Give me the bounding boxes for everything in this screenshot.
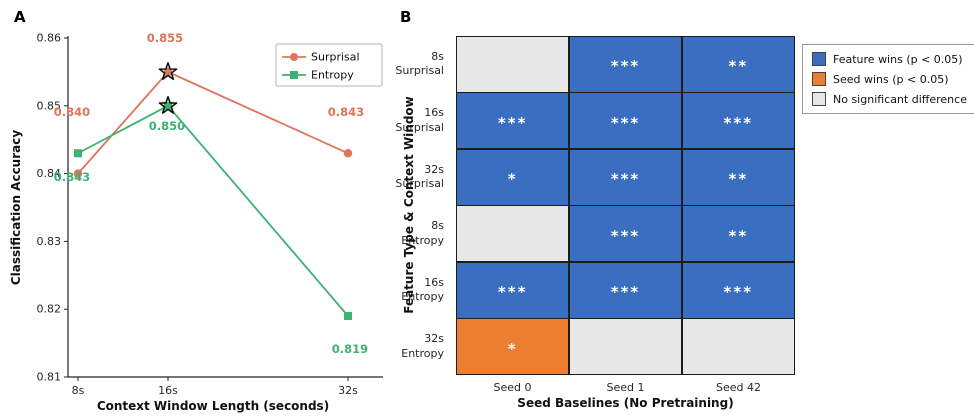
- legend-swatch-icon: [812, 92, 826, 106]
- best-star-icon: [158, 96, 178, 114]
- best-star-icon: [158, 62, 178, 80]
- legend-label: Entropy: [311, 69, 354, 82]
- heatmap-cell: ***: [569, 37, 682, 92]
- significance-stars: ***: [497, 113, 528, 132]
- heatmap-cell: [457, 37, 569, 92]
- marker-entropy: [344, 311, 352, 320]
- marker-entropy: [164, 101, 172, 110]
- legend-swatch-icon: [812, 72, 826, 86]
- heatmap-row-label: 32s Entropy: [401, 332, 444, 360]
- heatmap-row-label: 16s Entropy: [401, 275, 444, 304]
- heatmap-y-axis-title: Feature Type & Context Window: [402, 96, 416, 314]
- heatmap-cell: *: [457, 319, 569, 374]
- marker-surprisal: [343, 149, 353, 158]
- heatmap-cell: ***: [569, 262, 682, 318]
- significance-stars: *: [507, 170, 518, 189]
- y-tick-label: 0.82: [37, 303, 62, 316]
- legend-item: Feature wins (p < 0.05): [812, 52, 967, 66]
- marker-entropy: [74, 149, 82, 158]
- legend-label: Feature wins (p < 0.05): [833, 52, 963, 66]
- heatmap-cell: ***: [457, 93, 569, 149]
- heatmap-cell: ***: [569, 93, 682, 149]
- legend-label: No significant difference: [833, 92, 967, 106]
- x-tick-label: 32s: [338, 384, 358, 397]
- heatmap-col-label: Seed 42: [716, 381, 761, 394]
- legend-marker-icon: [290, 71, 298, 79]
- y-tick-label: 0.81: [37, 371, 62, 384]
- significance-stars: ***: [610, 283, 641, 302]
- heatmap-row-label: 8s Entropy: [401, 219, 444, 247]
- data-label: 0.819: [332, 342, 368, 356]
- significance-stars: **: [728, 57, 749, 76]
- heatmap-cell: ***: [457, 262, 569, 318]
- significance-stars: ***: [610, 226, 641, 245]
- heatmap-cell: *: [457, 149, 569, 205]
- y-tick-label: 0.84: [37, 167, 62, 180]
- heatmap-grid: *** ** *** *** *** * *** ** *** ** *** *** *** *: [456, 36, 795, 375]
- marker-surprisal: [73, 169, 83, 178]
- marker-surprisal: [163, 67, 173, 77]
- heatmap-col-label: Seed 0: [493, 381, 532, 394]
- legend-marker-icon: [290, 53, 298, 61]
- heatmap-row-labels: 8s Surprisal 16s Surprisal 32s Surprisal 8s Ent…: [395, 36, 453, 375]
- significance-stars: ***: [497, 283, 528, 302]
- legend-label: Surprisal: [311, 51, 360, 64]
- legend-label: Seed wins (p < 0.05): [833, 72, 949, 86]
- heatmap-legend: Feature wins (p < 0.05) Seed wins (p < 0.…: [802, 44, 974, 114]
- heatmap-cell: ***: [569, 149, 682, 205]
- significance-stars: **: [728, 226, 749, 245]
- legend-item: No significant difference: [812, 92, 967, 106]
- significance-stars: ***: [610, 170, 641, 189]
- data-label: 0.843: [54, 170, 90, 184]
- significance-stars: *: [507, 339, 518, 358]
- heatmap-x-axis-title: Seed Baselines (No Pretraining): [517, 396, 734, 410]
- heatmap-cell: ***: [682, 93, 794, 149]
- y-tick-label: 0.85: [37, 99, 62, 112]
- y-tick-label: 0.86: [37, 32, 62, 45]
- panel-a-label: A: [14, 8, 26, 26]
- legend-item: Seed wins (p < 0.05): [812, 72, 967, 86]
- y-tick-label: 0.83: [37, 235, 62, 248]
- heatmap-cell: [569, 319, 682, 374]
- x-tick-label: 16s: [158, 384, 178, 397]
- y-axis-title: Classification Accuracy: [9, 130, 23, 286]
- heatmap-row-label: 32s Surprisal: [395, 162, 444, 191]
- heatmap-cell: **: [682, 206, 794, 262]
- heatmap-cell: **: [682, 37, 794, 92]
- data-label: 0.843: [328, 105, 364, 119]
- significance-stars: ***: [610, 57, 641, 76]
- heatmap-cell: **: [682, 149, 794, 205]
- significance-stars: ***: [610, 113, 641, 132]
- heatmap-col-label: Seed 1: [606, 381, 645, 394]
- series-line-entropy: [77, 104, 349, 317]
- legend-swatch-icon: [812, 52, 826, 66]
- panel-b-label: B: [400, 8, 412, 26]
- heatmap-cell: [682, 319, 794, 374]
- data-label: 0.840: [54, 105, 90, 119]
- significance-stars: ***: [723, 113, 754, 132]
- heatmap-col-labels: Seed 0 Seed 1 Seed 42: [456, 381, 795, 394]
- heatmap-row-label: 16s Surprisal: [395, 106, 444, 134]
- data-label: 0.850: [149, 119, 185, 133]
- heatmap-cell: ***: [682, 262, 794, 318]
- heatmap-row-label: 8s Surprisal: [395, 49, 444, 78]
- data-label: 0.855: [147, 31, 183, 45]
- heatmap-cell: [457, 206, 569, 262]
- significance-stars: **: [728, 170, 749, 189]
- line-chart: 0.81 0.82 0.83 0.84 0.85 0.86 8s 16s 32s Classifi…: [9, 31, 383, 413]
- heatmap-cell: ***: [569, 206, 682, 262]
- x-axis-title: Context Window Length (seconds): [97, 399, 329, 413]
- x-tick-label: 8s: [72, 384, 85, 397]
- significance-stars: ***: [723, 283, 754, 302]
